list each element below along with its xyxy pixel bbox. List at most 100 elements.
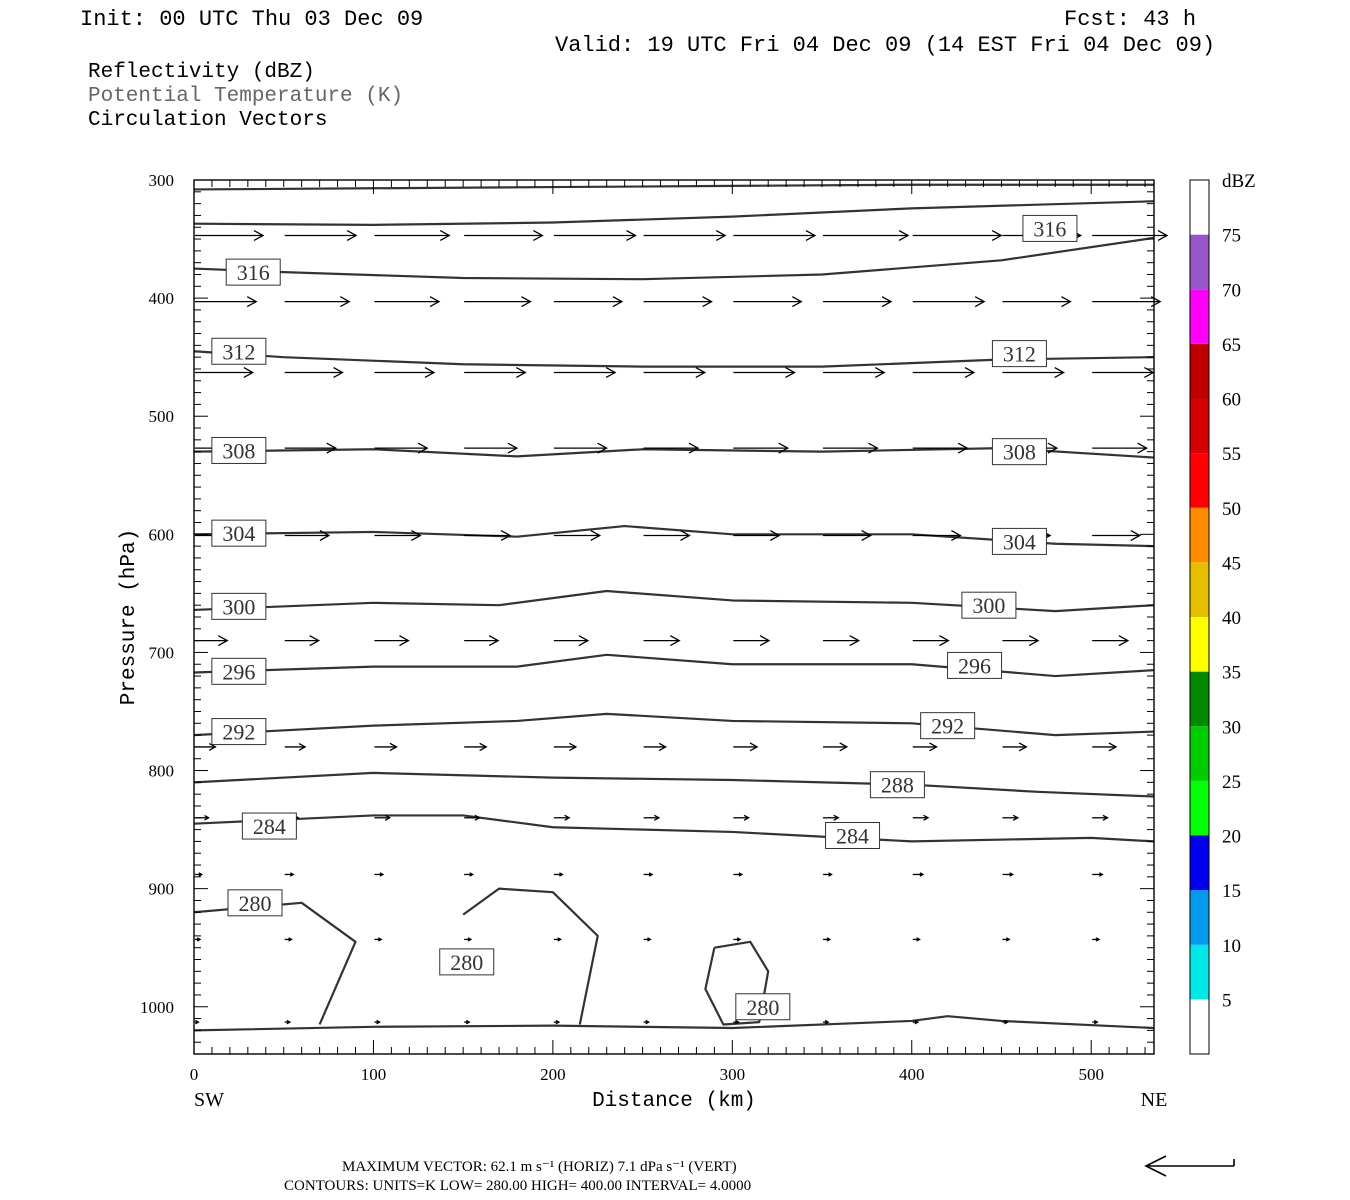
circulation-vector-head xyxy=(861,529,872,542)
contour-line xyxy=(193,712,1155,737)
circulation-vector-head xyxy=(695,366,707,379)
circulation-vector-head xyxy=(612,296,624,308)
colorbar-tick-label: 50 xyxy=(1222,499,1241,520)
circulation-vector-head xyxy=(881,296,893,308)
y-tick-label: 700 xyxy=(149,643,175,662)
circulation-vector-head xyxy=(735,1019,740,1025)
y-tick-label: 500 xyxy=(149,407,175,426)
footer: MAXIMUM VECTOR: 62.1 m s⁻¹ (HORIZ) 7.1 d… xyxy=(284,1155,1235,1194)
circulation-vector-head xyxy=(467,937,473,942)
circulation-vector-head xyxy=(1004,1019,1009,1025)
colorbar-cell xyxy=(1190,289,1209,344)
circulation-vector-head xyxy=(957,442,969,454)
x-endpoint-sw: SW xyxy=(194,1089,224,1111)
contour-line xyxy=(193,653,1155,678)
circulation-vector-head xyxy=(680,529,691,542)
colorbar-tick-label: 5 xyxy=(1222,990,1232,1011)
y-tick-label: 600 xyxy=(149,525,175,544)
colorbar-tick-label: 45 xyxy=(1222,553,1241,574)
circulation-vector-head xyxy=(645,1019,651,1025)
x-endpoint-ne: NE xyxy=(1141,1089,1168,1111)
colorbar-cell xyxy=(1190,180,1209,235)
contour-line xyxy=(193,814,1155,843)
circulation-vector-head xyxy=(769,529,781,542)
circulation-vector-head xyxy=(246,296,258,308)
circulation-vector-head xyxy=(521,296,532,308)
circulation-vector-head xyxy=(1093,1019,1099,1025)
circulation-vector-head xyxy=(736,937,742,942)
circulation-vector-head xyxy=(474,814,481,821)
contour-label-box xyxy=(947,651,1003,679)
circulation-vector-head xyxy=(500,529,512,542)
contour-label: 288 xyxy=(881,773,914,798)
circulation-vector-head xyxy=(605,366,617,379)
colorbar-tick-label: 65 xyxy=(1222,335,1241,356)
circulation-vector-head xyxy=(533,229,544,242)
colorbar-cell xyxy=(1190,453,1209,508)
circulation-vector-head xyxy=(991,229,1003,242)
colorbar-cell xyxy=(1190,507,1209,563)
circulation-vector-head xyxy=(1009,872,1015,877)
circulation-vector-head xyxy=(243,366,255,379)
circulation-vector-head xyxy=(759,635,771,647)
circulation-vector-head xyxy=(208,742,217,751)
x-tick-label: 400 xyxy=(899,1065,925,1084)
colorbar-cell xyxy=(1190,343,1209,399)
circulation-vector-head xyxy=(702,296,713,308)
circulation-vector-head xyxy=(1108,742,1118,752)
init-time: Init: 00 UTC Thu 03 Dec 09 xyxy=(80,7,423,32)
contour-label-box xyxy=(211,436,267,464)
circulation-vector-head xyxy=(564,814,571,821)
contour-label: 316 xyxy=(237,260,270,285)
x-tick-label: 0 xyxy=(190,1065,199,1084)
contour-line xyxy=(193,771,1155,798)
colorbar-tick-label: 20 xyxy=(1222,827,1241,848)
circulation-vector-head xyxy=(309,635,321,647)
circulation-vector-head xyxy=(778,442,790,454)
circulation-vector-head xyxy=(578,635,590,647)
contour-label-box xyxy=(920,712,976,740)
circulation-vector-head xyxy=(1137,442,1148,454)
contour-line xyxy=(462,887,599,1025)
contour-label-box xyxy=(211,337,267,365)
circulation-vector-head xyxy=(569,742,578,752)
colorbar-tick-label: 15 xyxy=(1222,881,1241,902)
field-label-reflectivity: Reflectivity (dBZ) xyxy=(88,61,315,84)
circulation-vector-head xyxy=(715,229,727,242)
contour-label-box xyxy=(211,592,267,620)
circulation-vector-head xyxy=(465,1019,471,1025)
circulation-vector-head xyxy=(839,742,849,752)
max-vector-text: MAXIMUM VECTOR: 62.1 m s⁻¹ (HORIZ) 7.1 d… xyxy=(342,1159,737,1175)
circulation-vector-head xyxy=(286,1019,292,1025)
circulation-vector-head xyxy=(738,872,744,877)
circulation-vector-head xyxy=(516,366,527,379)
circulation-vector-head xyxy=(333,366,344,379)
circulation-vector-head xyxy=(439,229,451,242)
colorbar: 5 10 15 20 25 30 35 40 45 50 55 60 65 70 75 dBZ xyxy=(1189,171,1256,1055)
circulation-vector-head xyxy=(826,937,832,942)
colorbar-cell xyxy=(1190,780,1209,836)
y-axis-label: Pressure (hPa) xyxy=(118,529,141,705)
circulation-vector-head xyxy=(289,872,295,877)
circulation-vector-head xyxy=(647,937,652,942)
circulation-vector-head xyxy=(340,296,351,308)
circulation-vector-head xyxy=(898,229,910,242)
circulation-vector-head xyxy=(964,366,976,379)
circulation-vector-head xyxy=(919,872,925,877)
colorbar-cell xyxy=(1190,944,1209,1000)
contour-line xyxy=(704,940,770,1026)
contour-label: 280 xyxy=(239,891,272,916)
contour-label-box xyxy=(227,889,283,917)
circulation-vector-head xyxy=(196,937,202,942)
circulation-vector-head xyxy=(204,814,210,821)
contour-label: 280 xyxy=(450,950,483,975)
colorbar-tick-label: 35 xyxy=(1222,663,1241,684)
contour-label-box xyxy=(439,948,495,976)
contour-label-box xyxy=(869,771,925,799)
circulation-vector-head xyxy=(653,814,661,821)
circulation-vector-head xyxy=(195,1019,200,1025)
y-tick-label: 900 xyxy=(149,880,175,899)
circulation-vector-head xyxy=(785,366,796,379)
circulation-vector-head xyxy=(1157,229,1169,242)
contour-label: 312 xyxy=(222,339,255,364)
